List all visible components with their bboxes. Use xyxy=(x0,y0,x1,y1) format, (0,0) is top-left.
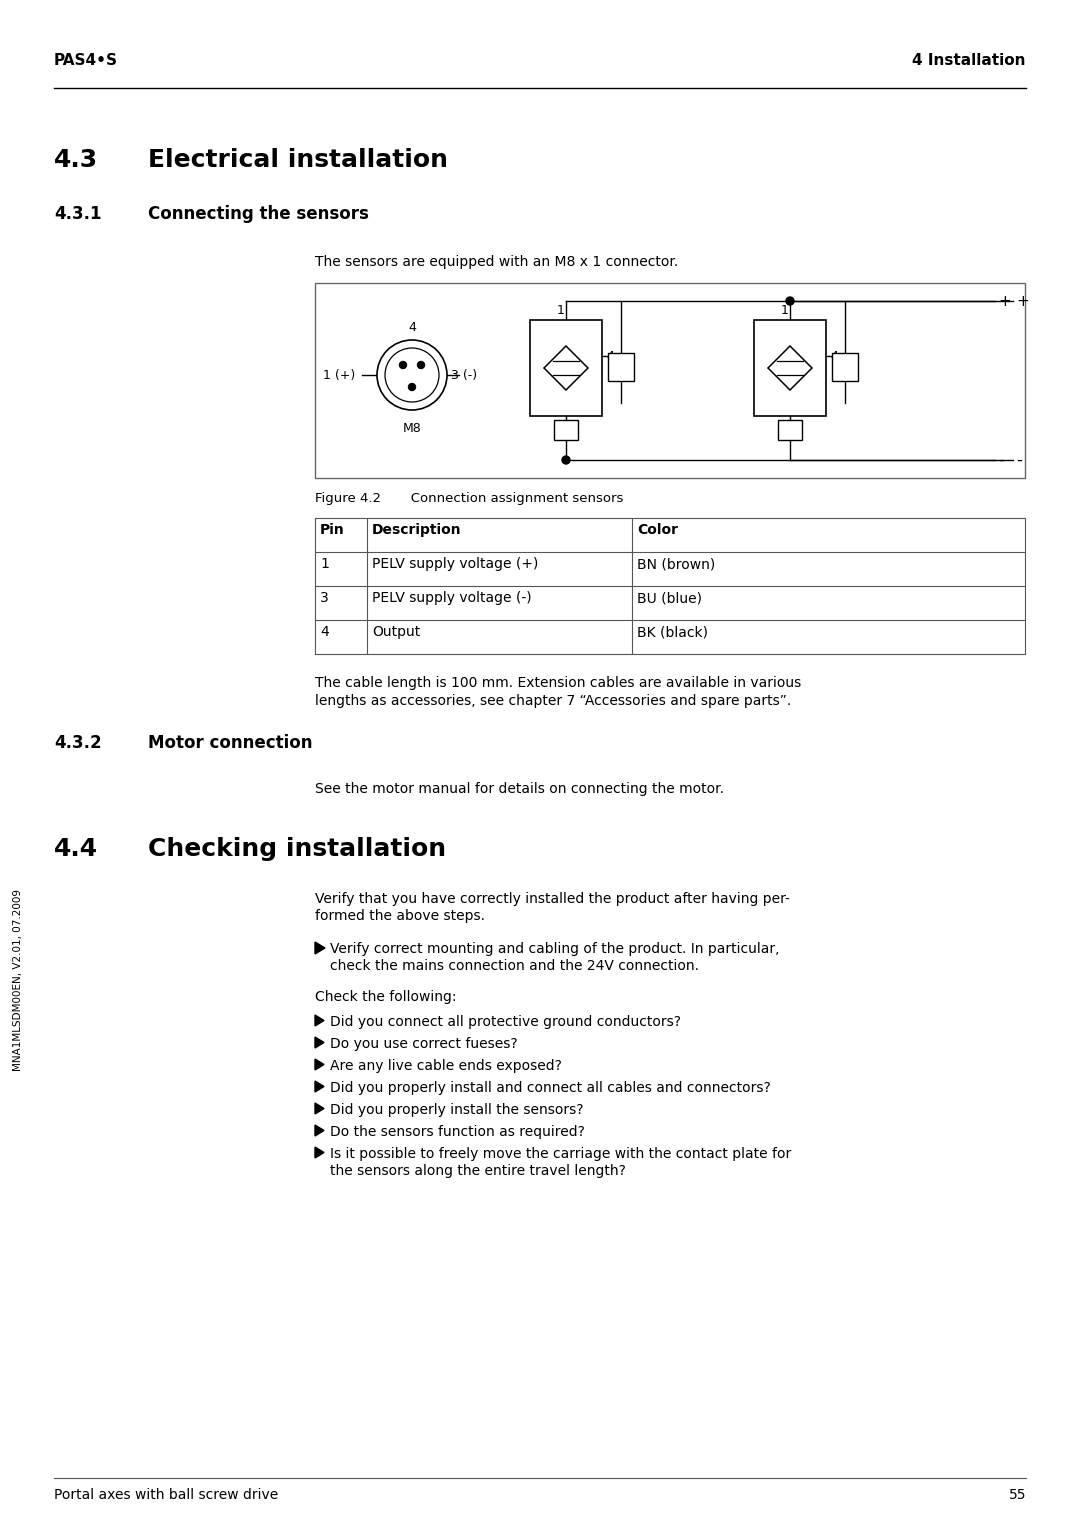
Circle shape xyxy=(400,362,406,368)
Text: PNP: PNP xyxy=(554,420,578,432)
Polygon shape xyxy=(768,345,812,390)
Text: Is it possible to freely move the carriage with the contact plate for: Is it possible to freely move the carria… xyxy=(330,1148,792,1161)
Text: 4.3: 4.3 xyxy=(54,148,98,173)
Text: 4: 4 xyxy=(320,625,328,639)
Text: +: + xyxy=(998,293,1011,309)
Text: BK (black): BK (black) xyxy=(637,625,708,639)
Text: MNA1MLSDM00EN, V2.01, 07.2009: MNA1MLSDM00EN, V2.01, 07.2009 xyxy=(13,889,23,1071)
Text: Did you connect all protective ground conductors?: Did you connect all protective ground co… xyxy=(330,1015,681,1028)
Text: PELV supply voltage (+): PELV supply voltage (+) xyxy=(372,558,538,571)
Text: 3: 3 xyxy=(781,419,788,432)
Text: Verify that you have correctly installed the product after having per-: Verify that you have correctly installed… xyxy=(315,892,789,906)
Text: 3: 3 xyxy=(557,419,565,432)
Text: Connecting the sensors: Connecting the sensors xyxy=(148,205,369,223)
Polygon shape xyxy=(315,1015,324,1025)
Bar xyxy=(315,283,1025,478)
Bar xyxy=(530,319,602,416)
Text: Check the following:: Check the following: xyxy=(315,990,457,1004)
Text: Portal axes with ball screw drive: Portal axes with ball screw drive xyxy=(54,1488,279,1502)
Text: the sensors along the entire travel length?: the sensors along the entire travel leng… xyxy=(330,1164,626,1178)
Text: Output: Output xyxy=(372,625,420,639)
Text: Motor connection: Motor connection xyxy=(148,733,312,752)
Text: PAS4•S: PAS4•S xyxy=(54,53,118,69)
Circle shape xyxy=(377,341,447,410)
Text: PELV supply voltage (-): PELV supply voltage (-) xyxy=(372,591,531,605)
Text: 4 Installation: 4 Installation xyxy=(913,53,1026,69)
Text: Verify correct mounting and cabling of the product. In particular,: Verify correct mounting and cabling of t… xyxy=(330,941,780,957)
Text: See the motor manual for details on connecting the motor.: See the motor manual for details on conn… xyxy=(315,782,724,796)
Text: The sensors are equipped with an M8 x 1 connector.: The sensors are equipped with an M8 x 1 … xyxy=(315,255,678,269)
Polygon shape xyxy=(315,1038,324,1048)
Text: 4: 4 xyxy=(606,350,613,362)
Text: lengths as accessories, see chapter 7 “Accessories and spare parts”.: lengths as accessories, see chapter 7 “A… xyxy=(315,694,792,707)
Text: Color: Color xyxy=(637,523,678,536)
Text: The cable length is 100 mm. Extension cables are available in various: The cable length is 100 mm. Extension ca… xyxy=(315,675,801,691)
Text: 55: 55 xyxy=(1009,1488,1026,1502)
Text: 3: 3 xyxy=(320,591,328,605)
Text: Pin: Pin xyxy=(320,523,345,536)
Polygon shape xyxy=(315,1080,324,1093)
Text: Description: Description xyxy=(372,523,461,536)
Text: Figure 4.2       Connection assignment sensors: Figure 4.2 Connection assignment sensors xyxy=(315,492,623,504)
Text: Did you properly install and connect all cables and connectors?: Did you properly install and connect all… xyxy=(330,1080,771,1096)
Text: -: - xyxy=(998,451,1004,469)
Text: 1 (+): 1 (+) xyxy=(323,368,355,382)
Text: BU (blue): BU (blue) xyxy=(637,591,702,605)
Text: Do the sensors function as required?: Do the sensors function as required? xyxy=(330,1125,585,1138)
Text: 4.3.2: 4.3.2 xyxy=(54,733,102,752)
Bar xyxy=(554,420,578,440)
Text: Did you properly install the sensors?: Did you properly install the sensors? xyxy=(330,1103,583,1117)
Text: Electrical installation: Electrical installation xyxy=(148,148,448,173)
Text: 4: 4 xyxy=(408,321,416,335)
Text: Are any live cable ends exposed?: Are any live cable ends exposed? xyxy=(330,1059,562,1073)
Polygon shape xyxy=(315,1103,324,1114)
Text: 4.3.1: 4.3.1 xyxy=(54,205,102,223)
Polygon shape xyxy=(315,1059,324,1070)
Bar xyxy=(778,420,802,440)
Text: 4: 4 xyxy=(831,350,838,362)
Bar xyxy=(608,353,634,380)
Circle shape xyxy=(418,362,424,368)
Text: M8: M8 xyxy=(403,422,421,435)
Text: formed the above steps.: formed the above steps. xyxy=(315,909,485,923)
Text: 1: 1 xyxy=(557,304,565,316)
Text: check the mains connection and the 24V connection.: check the mains connection and the 24V c… xyxy=(330,960,699,973)
Circle shape xyxy=(408,384,416,391)
Text: 1: 1 xyxy=(320,558,329,571)
Text: BN (brown): BN (brown) xyxy=(637,558,715,571)
Text: NPN: NPN xyxy=(777,420,804,432)
Polygon shape xyxy=(315,1148,324,1158)
Text: -: - xyxy=(1016,451,1022,469)
Circle shape xyxy=(384,348,438,402)
Text: 4.4: 4.4 xyxy=(54,837,98,860)
Text: 3 (-): 3 (-) xyxy=(451,368,477,382)
Text: Do you use correct fueses?: Do you use correct fueses? xyxy=(330,1038,517,1051)
Bar xyxy=(832,353,858,380)
Text: Checking installation: Checking installation xyxy=(148,837,446,860)
Polygon shape xyxy=(315,1125,324,1135)
Bar xyxy=(754,319,826,416)
Text: +: + xyxy=(1016,293,1029,309)
Text: 1: 1 xyxy=(781,304,788,316)
Polygon shape xyxy=(544,345,588,390)
Circle shape xyxy=(786,296,794,306)
Polygon shape xyxy=(315,941,325,953)
Circle shape xyxy=(562,455,570,465)
